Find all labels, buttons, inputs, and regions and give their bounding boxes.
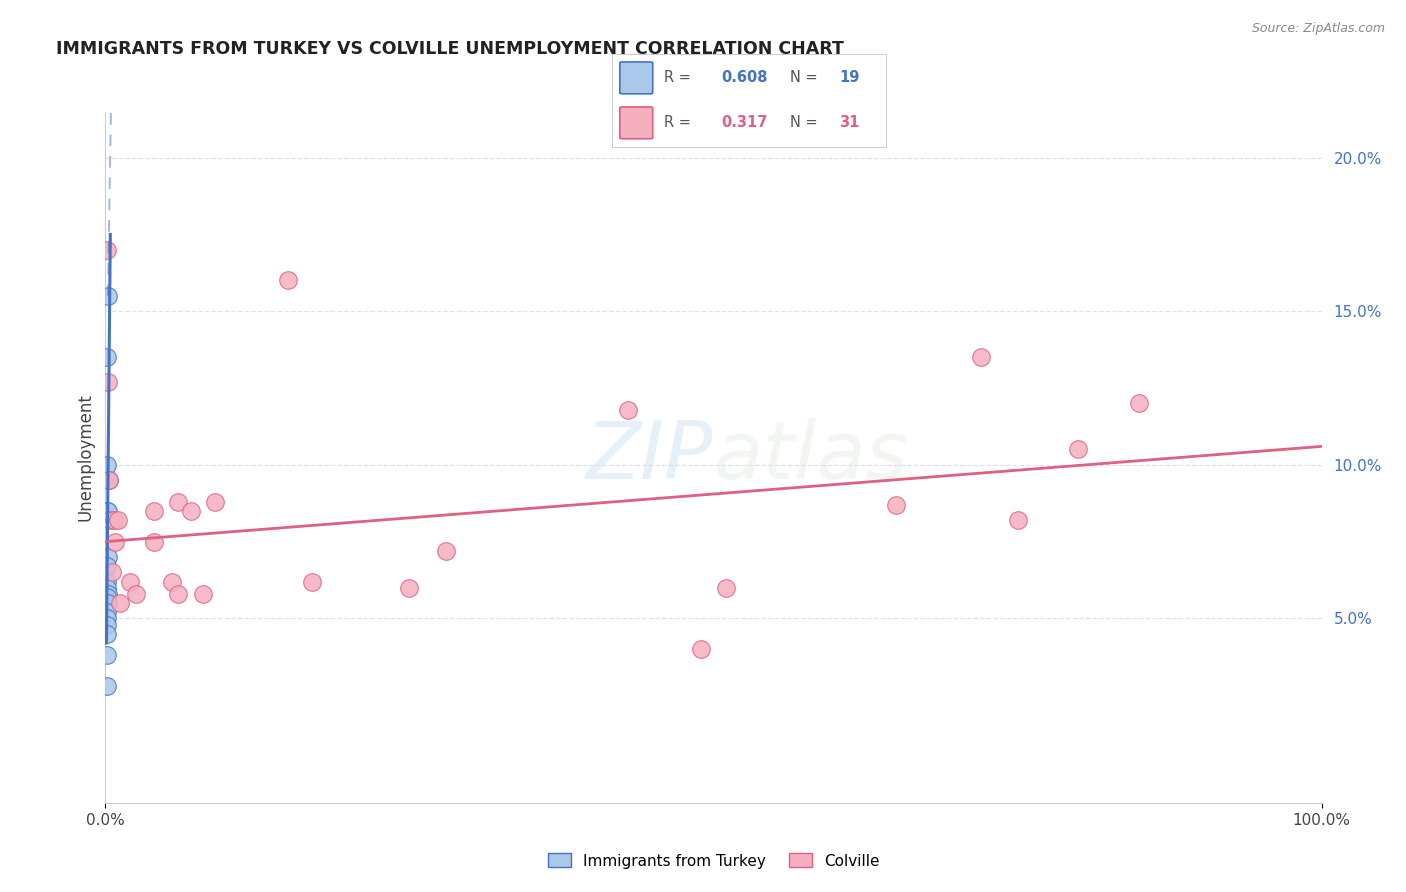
Point [970, 351, 993, 365]
Point [162, 574, 184, 589]
Point [96, 648, 118, 663]
Point [96, 351, 118, 365]
Point [143, 534, 166, 549]
Point [1128, 396, 1150, 410]
Point [96, 590, 118, 604]
Point [398, 581, 420, 595]
Text: 31: 31 [839, 115, 859, 130]
Text: R =: R = [664, 115, 690, 130]
Point [884, 498, 907, 512]
Point [301, 574, 323, 589]
Point [96, 605, 118, 619]
Point [143, 504, 166, 518]
Point [1067, 442, 1090, 457]
Point [1007, 513, 1029, 527]
FancyBboxPatch shape [620, 107, 652, 139]
Text: IMMIGRANTS FROM TURKEY VS COLVILLE UNEMPLOYMENT CORRELATION CHART: IMMIGRANTS FROM TURKEY VS COLVILLE UNEMP… [56, 40, 844, 58]
Point [96, 679, 118, 693]
Point [96, 504, 118, 518]
FancyBboxPatch shape [620, 62, 652, 94]
Point [434, 544, 457, 558]
Text: 0.608: 0.608 [721, 70, 768, 86]
Text: ZIP: ZIP [586, 418, 713, 496]
Point [97, 549, 120, 564]
Point [97, 289, 120, 303]
Text: 19: 19 [839, 70, 859, 86]
Point [98, 513, 121, 527]
Text: Source: ZipAtlas.com: Source: ZipAtlas.com [1251, 22, 1385, 36]
Point [97, 596, 120, 610]
Point [98, 473, 121, 487]
Point [617, 402, 640, 417]
Point [204, 494, 226, 508]
Point [96, 617, 118, 632]
Text: atlas: atlas [713, 418, 908, 496]
Point [96, 627, 118, 641]
Text: N =: N = [790, 115, 817, 130]
Point [125, 587, 148, 601]
Legend: Immigrants from Turkey, Colville: Immigrants from Turkey, Colville [541, 847, 886, 875]
Point [97, 504, 120, 518]
Point [180, 504, 202, 518]
Text: 0.317: 0.317 [721, 115, 768, 130]
Point [96, 559, 118, 574]
Point [167, 494, 190, 508]
Point [104, 534, 127, 549]
Point [97, 375, 120, 389]
Point [191, 587, 214, 601]
Point [100, 566, 122, 580]
Point [96, 243, 118, 257]
Point [277, 273, 299, 287]
Point [96, 574, 118, 589]
Point [167, 587, 190, 601]
Point [714, 581, 737, 595]
Text: R =: R = [664, 70, 690, 86]
Point [108, 596, 131, 610]
Point [118, 574, 141, 589]
Point [97, 587, 120, 601]
Point [96, 611, 118, 625]
Point [98, 473, 121, 487]
Y-axis label: Unemployment: Unemployment [76, 393, 94, 521]
Point [690, 642, 713, 657]
Point [107, 513, 129, 527]
Point [103, 513, 125, 527]
Text: N =: N = [790, 70, 817, 86]
Point [96, 458, 118, 472]
Point [96, 581, 118, 595]
